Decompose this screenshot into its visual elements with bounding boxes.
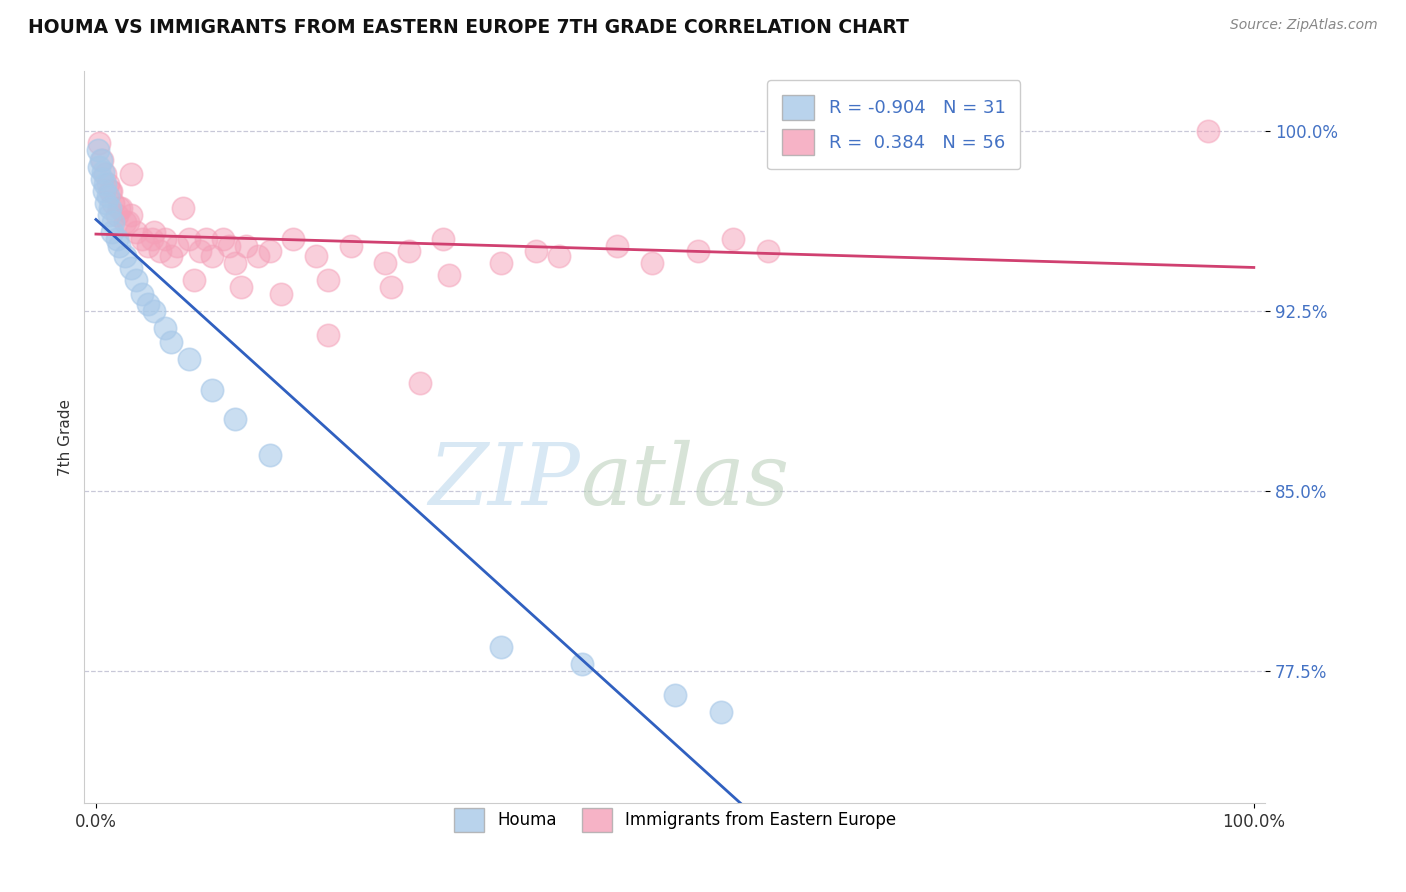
Point	[141, 232, 163, 246]
Point	[229, 280, 252, 294]
Point	[316, 328, 339, 343]
Point	[183, 273, 205, 287]
Point	[166, 239, 188, 253]
Point	[194, 232, 217, 246]
Point	[235, 239, 257, 253]
Y-axis label: 7th Grade: 7th Grade	[58, 399, 73, 475]
Point	[409, 376, 432, 391]
Point	[316, 273, 339, 287]
Point	[110, 201, 132, 215]
Point	[105, 232, 128, 246]
Point	[142, 304, 165, 318]
Point	[432, 232, 454, 246]
Point	[374, 256, 396, 270]
Point	[120, 208, 142, 222]
Point	[224, 412, 246, 426]
Point	[90, 153, 112, 167]
Point	[120, 168, 142, 182]
Point	[172, 201, 194, 215]
Point	[160, 249, 183, 263]
Point	[96, 177, 118, 191]
Point	[114, 215, 136, 229]
Point	[212, 232, 235, 246]
Point	[114, 249, 136, 263]
Point	[437, 268, 460, 283]
Point	[524, 244, 547, 259]
Point	[149, 244, 172, 259]
Point	[177, 232, 200, 246]
Point	[224, 256, 246, 270]
Point	[142, 225, 165, 239]
Point	[89, 136, 111, 151]
Point	[606, 239, 628, 253]
Point	[380, 280, 402, 294]
Point	[103, 196, 125, 211]
Point	[103, 215, 125, 229]
Point	[97, 208, 120, 222]
Point	[201, 249, 224, 263]
Point	[201, 384, 224, 398]
Point	[247, 249, 270, 263]
Point	[131, 287, 153, 301]
Point	[489, 640, 512, 654]
Point	[87, 144, 110, 158]
Point	[105, 208, 128, 222]
Legend: Houma, Immigrants from Eastern Europe: Houma, Immigrants from Eastern Europe	[447, 801, 903, 838]
Point	[548, 249, 571, 263]
Point	[1197, 124, 1219, 138]
Point	[89, 161, 111, 175]
Point	[756, 244, 779, 259]
Point	[96, 189, 118, 203]
Point	[90, 153, 112, 167]
Text: ZIP: ZIP	[429, 440, 581, 523]
Point	[100, 184, 122, 198]
Point	[305, 249, 328, 263]
Text: Source: ZipAtlas.com: Source: ZipAtlas.com	[1230, 18, 1378, 32]
Point	[160, 335, 183, 350]
Point	[125, 273, 148, 287]
Point	[281, 232, 304, 246]
Point	[710, 705, 733, 719]
Point	[641, 256, 664, 270]
Point	[721, 232, 744, 246]
Point	[93, 184, 115, 198]
Point	[664, 688, 686, 702]
Point	[117, 215, 139, 229]
Point	[120, 260, 142, 275]
Point	[125, 225, 148, 239]
Point	[259, 448, 281, 462]
Text: HOUMA VS IMMIGRANTS FROM EASTERN EUROPE 7TH GRADE CORRELATION CHART: HOUMA VS IMMIGRANTS FROM EASTERN EUROPE …	[28, 18, 910, 37]
Point	[91, 165, 114, 179]
Point	[98, 184, 121, 198]
Point	[131, 232, 153, 246]
Point	[94, 177, 117, 191]
Point	[136, 239, 159, 253]
Point	[136, 297, 159, 311]
Point	[108, 239, 131, 253]
Point	[90, 172, 112, 186]
Point	[188, 244, 211, 259]
Point	[218, 239, 240, 253]
Point	[339, 239, 361, 253]
Point	[177, 352, 200, 367]
Point	[101, 225, 124, 239]
Point	[155, 232, 177, 246]
Point	[270, 287, 292, 301]
Point	[108, 201, 131, 215]
Point	[98, 201, 121, 215]
Point	[94, 168, 117, 182]
Point	[398, 244, 420, 259]
Point	[96, 196, 118, 211]
Point	[489, 256, 512, 270]
Point	[686, 244, 709, 259]
Point	[571, 657, 593, 671]
Point	[259, 244, 281, 259]
Point	[155, 321, 177, 335]
Text: atlas: atlas	[581, 440, 790, 523]
